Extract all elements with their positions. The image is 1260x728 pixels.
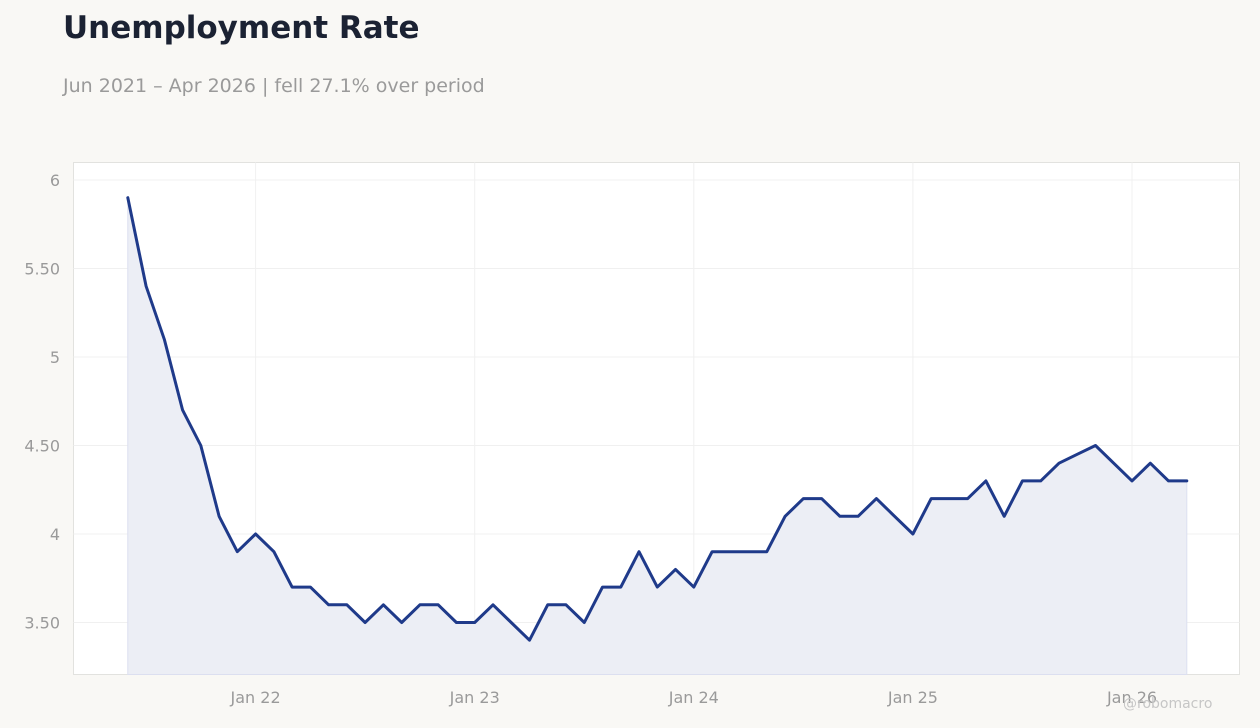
data-point [546, 603, 549, 606]
data-point [345, 603, 348, 606]
data-point [1057, 462, 1060, 465]
data-point [218, 515, 221, 518]
data-point [601, 586, 604, 589]
data-point [911, 533, 914, 536]
chart-subtitle: Jun 2021 – Apr 2026 | fell 27.1% over pe… [63, 75, 485, 97]
data-point [948, 497, 951, 500]
y-tick-label: 4 [50, 525, 60, 544]
y-tick-label: 5 [50, 348, 60, 367]
data-point [583, 621, 586, 624]
data-point [163, 338, 166, 341]
data-point [1094, 444, 1097, 447]
y-tick-label: 6 [50, 171, 60, 190]
data-point [984, 479, 987, 482]
data-point [254, 533, 257, 536]
data-point [145, 285, 148, 288]
data-point [747, 550, 750, 553]
data-point [1167, 479, 1170, 482]
data-point [564, 603, 567, 606]
data-point [1039, 479, 1042, 482]
data-point [181, 409, 184, 412]
data-point [930, 497, 933, 500]
y-tick-label: 3.50 [24, 614, 60, 633]
data-point [418, 603, 421, 606]
data-point [893, 515, 896, 518]
data-point [364, 621, 367, 624]
x-tick-label: Jan 23 [449, 688, 500, 707]
data-point [674, 568, 677, 571]
data-point [966, 497, 969, 500]
data-point [473, 621, 476, 624]
data-point [528, 639, 531, 642]
data-point [875, 497, 878, 500]
data-point [199, 444, 202, 447]
data-point [126, 196, 129, 199]
data-point [1003, 515, 1006, 518]
data-point [236, 550, 239, 553]
x-tick-label: Jan 25 [887, 688, 938, 707]
data-point [820, 497, 823, 500]
x-tick-label: Jan 26 [1106, 688, 1157, 707]
data-point [309, 586, 312, 589]
data-point [400, 621, 403, 624]
series-line [126, 196, 1189, 642]
data-point [692, 586, 695, 589]
data-point [619, 586, 622, 589]
x-tick-label: Jan 24 [668, 688, 719, 707]
y-axis-ticks: 3.50 4 4.50 5 5.50 6 [24, 171, 60, 633]
x-axis-ticks: Jan 22 Jan 23 Jan 24 Jan 25 Jan 26 [230, 688, 1158, 707]
data-point [1021, 479, 1024, 482]
data-point [1076, 453, 1079, 456]
data-point [510, 621, 513, 624]
data-point [838, 515, 841, 518]
data-point [656, 586, 659, 589]
data-point [784, 515, 787, 518]
x-tick-label: Jan 22 [230, 688, 281, 707]
data-point [1112, 462, 1115, 465]
data-point [711, 550, 714, 553]
data-point [455, 621, 458, 624]
data-point [437, 603, 440, 606]
data-point [291, 586, 294, 589]
line-layer [126, 196, 1189, 642]
data-point [382, 603, 385, 606]
y-tick-label: 5.50 [24, 260, 60, 279]
data-point [765, 550, 768, 553]
data-point [857, 515, 860, 518]
data-point [1149, 462, 1152, 465]
data-point [729, 550, 732, 553]
data-point [272, 550, 275, 553]
data-point [327, 603, 330, 606]
data-point [638, 550, 641, 553]
data-point [802, 497, 805, 500]
data-point [1131, 479, 1134, 482]
y-tick-label: 4.50 [24, 437, 60, 456]
data-point [491, 603, 494, 606]
data-point [1185, 479, 1188, 482]
chart-title: Unemployment Rate [63, 10, 420, 46]
watermark: @robomacro [1123, 696, 1213, 712]
